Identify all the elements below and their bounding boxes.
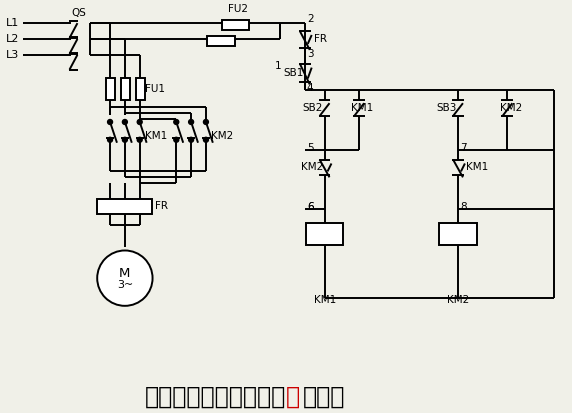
Text: FR: FR (154, 201, 168, 211)
Text: 7: 7 (460, 142, 467, 153)
Circle shape (108, 119, 113, 124)
Text: L2: L2 (6, 34, 19, 44)
Circle shape (122, 119, 128, 124)
Bar (439, 223, 477, 244)
Text: QS: QS (72, 8, 86, 18)
Text: SB3: SB3 (436, 103, 456, 113)
Bar (136, 78, 145, 100)
Text: KM2: KM2 (447, 295, 470, 305)
Text: 5: 5 (307, 142, 313, 153)
Bar (222, 20, 249, 30)
Circle shape (204, 119, 208, 124)
Bar (121, 78, 130, 100)
Circle shape (108, 137, 113, 142)
Text: FU1: FU1 (145, 84, 165, 94)
Text: 3~: 3~ (117, 280, 133, 290)
Bar (207, 36, 235, 46)
Circle shape (97, 250, 153, 306)
Text: SB2: SB2 (303, 103, 323, 113)
Circle shape (137, 119, 142, 124)
Text: 2: 2 (307, 14, 313, 24)
Circle shape (189, 119, 193, 124)
Text: M: M (119, 267, 130, 280)
Text: KM2: KM2 (301, 162, 323, 173)
Text: 6: 6 (307, 202, 313, 212)
Text: KM2: KM2 (499, 103, 522, 113)
Circle shape (204, 137, 208, 142)
Text: FU2: FU2 (228, 4, 248, 14)
Text: FR: FR (313, 34, 327, 44)
Text: 反: 反 (286, 385, 300, 409)
Circle shape (122, 137, 128, 142)
Text: L1: L1 (6, 18, 19, 28)
Text: 转电路: 转电路 (303, 385, 345, 409)
Bar (97, 199, 152, 214)
Text: KM1: KM1 (466, 162, 488, 173)
Text: SB1: SB1 (283, 68, 303, 78)
Text: 3: 3 (307, 49, 313, 59)
Circle shape (174, 119, 179, 124)
Text: KM2: KM2 (211, 131, 233, 141)
Bar (106, 78, 115, 100)
Circle shape (174, 137, 179, 142)
Text: KM1: KM1 (351, 103, 374, 113)
Text: KM1: KM1 (145, 131, 167, 141)
Text: 电气互锁控制电动机正: 电气互锁控制电动机正 (145, 385, 286, 409)
Text: 8: 8 (460, 202, 467, 212)
Text: L3: L3 (6, 50, 19, 60)
Circle shape (189, 137, 193, 142)
Text: 4: 4 (307, 83, 313, 93)
Circle shape (137, 137, 142, 142)
Text: 1: 1 (275, 61, 282, 71)
Text: KM1: KM1 (313, 295, 336, 305)
Bar (306, 223, 343, 244)
Text: 6: 6 (307, 202, 313, 212)
